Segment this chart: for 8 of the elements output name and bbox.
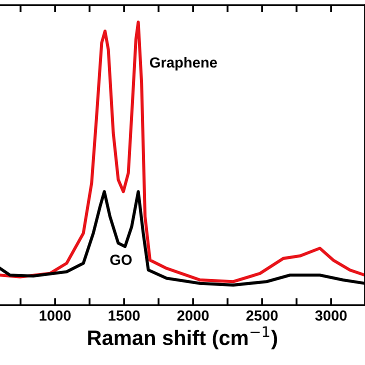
series-label: GO [110, 254, 132, 265]
x-tick-label: 2000 [177, 310, 209, 321]
x-tick-label: 2500 [246, 310, 278, 321]
x-tick-label: 3000 [315, 310, 347, 321]
series-label: Graphene [150, 56, 217, 71]
x-axis-title: Raman shift (cm$^{−1}$) [88, 326, 278, 350]
x-tick-label: 1000 [40, 310, 71, 321]
x-tick-label: 1500 [108, 310, 140, 321]
